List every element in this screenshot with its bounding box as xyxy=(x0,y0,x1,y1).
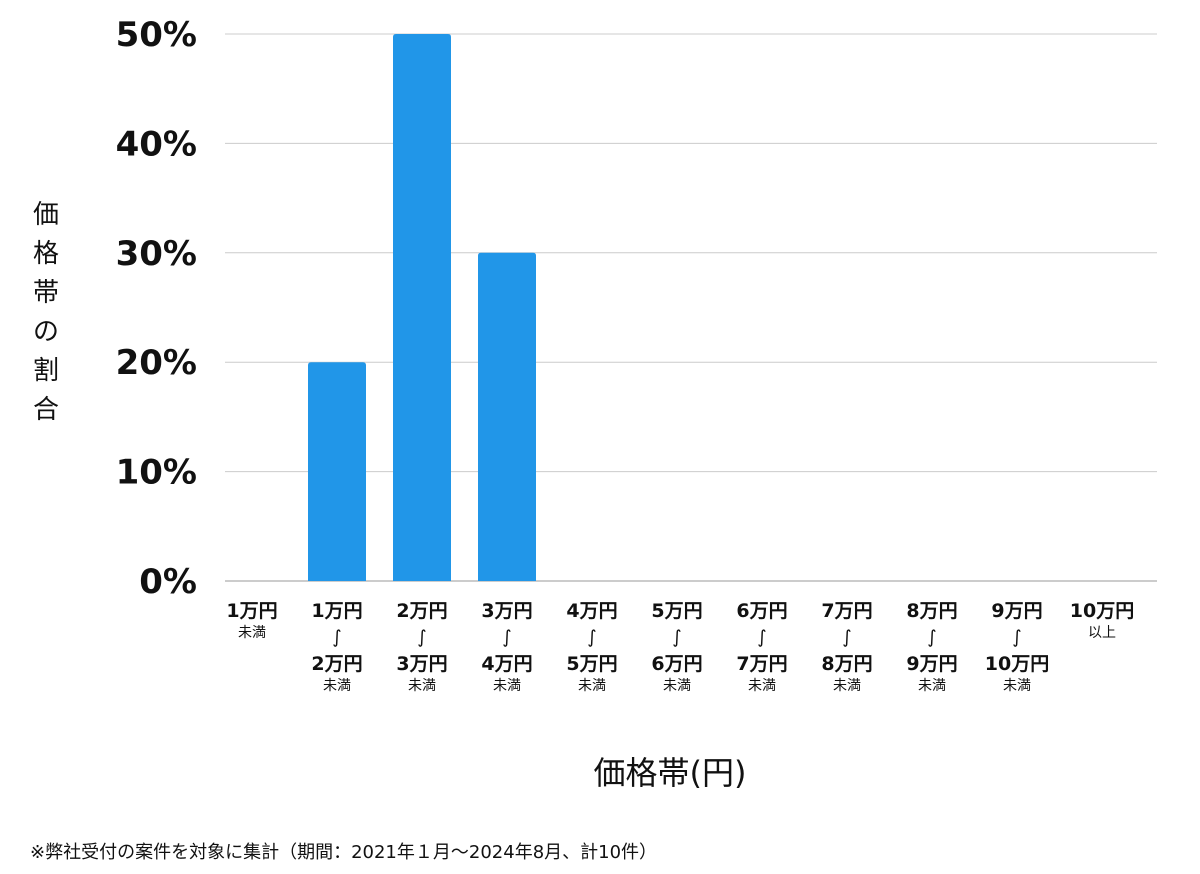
x-tick-label-range-sep: ∫ xyxy=(842,627,851,648)
x-tick-label-line2: 8万円 xyxy=(821,653,872,675)
x-tick-label-line2: 3万円 xyxy=(396,653,447,675)
x-tick-label-line2: 10万円 xyxy=(985,653,1049,675)
y-tick-label: 0% xyxy=(139,562,197,602)
y-tick-label: 50% xyxy=(116,15,197,55)
y-tick-label: 20% xyxy=(116,343,197,383)
x-tick-label-line1: 1万円 xyxy=(311,600,362,622)
x-tick-label-sub: 未満 xyxy=(918,678,946,694)
x-tick-label-range-sep: ∫ xyxy=(417,627,426,648)
x-tick-label-sub: 未満 xyxy=(493,678,521,694)
x-tick-label-range-sep: ∫ xyxy=(672,627,681,648)
x-tick-label-line1: 5万円 xyxy=(651,600,702,622)
bar xyxy=(393,34,451,581)
x-tick-label-sub: 以上 xyxy=(1088,625,1116,641)
x-tick-label-line1: 6万円 xyxy=(736,600,787,622)
x-tick-label-line2: 7万円 xyxy=(736,653,787,675)
x-tick-label-range-sep: ∫ xyxy=(332,627,341,648)
x-tick-label-line1: 1万円 xyxy=(226,600,277,622)
x-tick-label-line1: 4万円 xyxy=(566,600,617,622)
x-tick-label-sub: 未満 xyxy=(748,678,776,694)
x-tick-label-sub: 未満 xyxy=(833,678,861,694)
x-tick-label-range-sep: ∫ xyxy=(1012,627,1021,648)
x-tick-label-sub: 未満 xyxy=(238,625,266,641)
x-tick-label-range-sep: ∫ xyxy=(927,627,936,648)
y-axis-label: 価格帯の割合 xyxy=(32,200,59,425)
x-tick-label-line1: 3万円 xyxy=(481,600,532,622)
bar xyxy=(478,252,536,582)
x-tick-label-range-sep: ∫ xyxy=(587,627,596,648)
y-tick-label: 40% xyxy=(116,124,197,164)
x-tick-label-line2: 4万円 xyxy=(481,653,532,675)
x-tick-label-line1: 2万円 xyxy=(396,600,447,622)
y-tick-label: 30% xyxy=(116,234,197,274)
footnote: ※弊社受付の案件を対象に集計（期間：2021年１月～2024年8月、計10件） xyxy=(30,842,658,863)
x-tick-label-range-sep: ∫ xyxy=(502,627,511,648)
x-tick-label-line2: 2万円 xyxy=(311,653,362,675)
x-tick-label-line2: 5万円 xyxy=(566,653,617,675)
x-tick-label-range-sep: ∫ xyxy=(757,627,766,648)
x-tick-label-line2: 9万円 xyxy=(906,653,957,675)
x-tick-label-line1: 9万円 xyxy=(991,600,1042,622)
x-tick-label-sub: 未満 xyxy=(323,678,351,694)
x-tick-label-sub: 未満 xyxy=(1003,678,1031,694)
bar xyxy=(308,362,366,581)
x-tick-label-line2: 6万円 xyxy=(651,653,702,675)
x-tick-label-sub: 未満 xyxy=(578,678,606,694)
x-tick-label-sub: 未満 xyxy=(408,678,436,694)
x-tick-label-line1: 10万円 xyxy=(1070,600,1134,622)
y-tick-label: 10% xyxy=(116,453,197,493)
x-tick-label-line1: 7万円 xyxy=(821,600,872,622)
x-tick-label-sub: 未満 xyxy=(663,678,691,694)
x-axis-label: 価格帯(円) xyxy=(593,754,747,792)
x-tick-label-line1: 8万円 xyxy=(906,600,957,622)
